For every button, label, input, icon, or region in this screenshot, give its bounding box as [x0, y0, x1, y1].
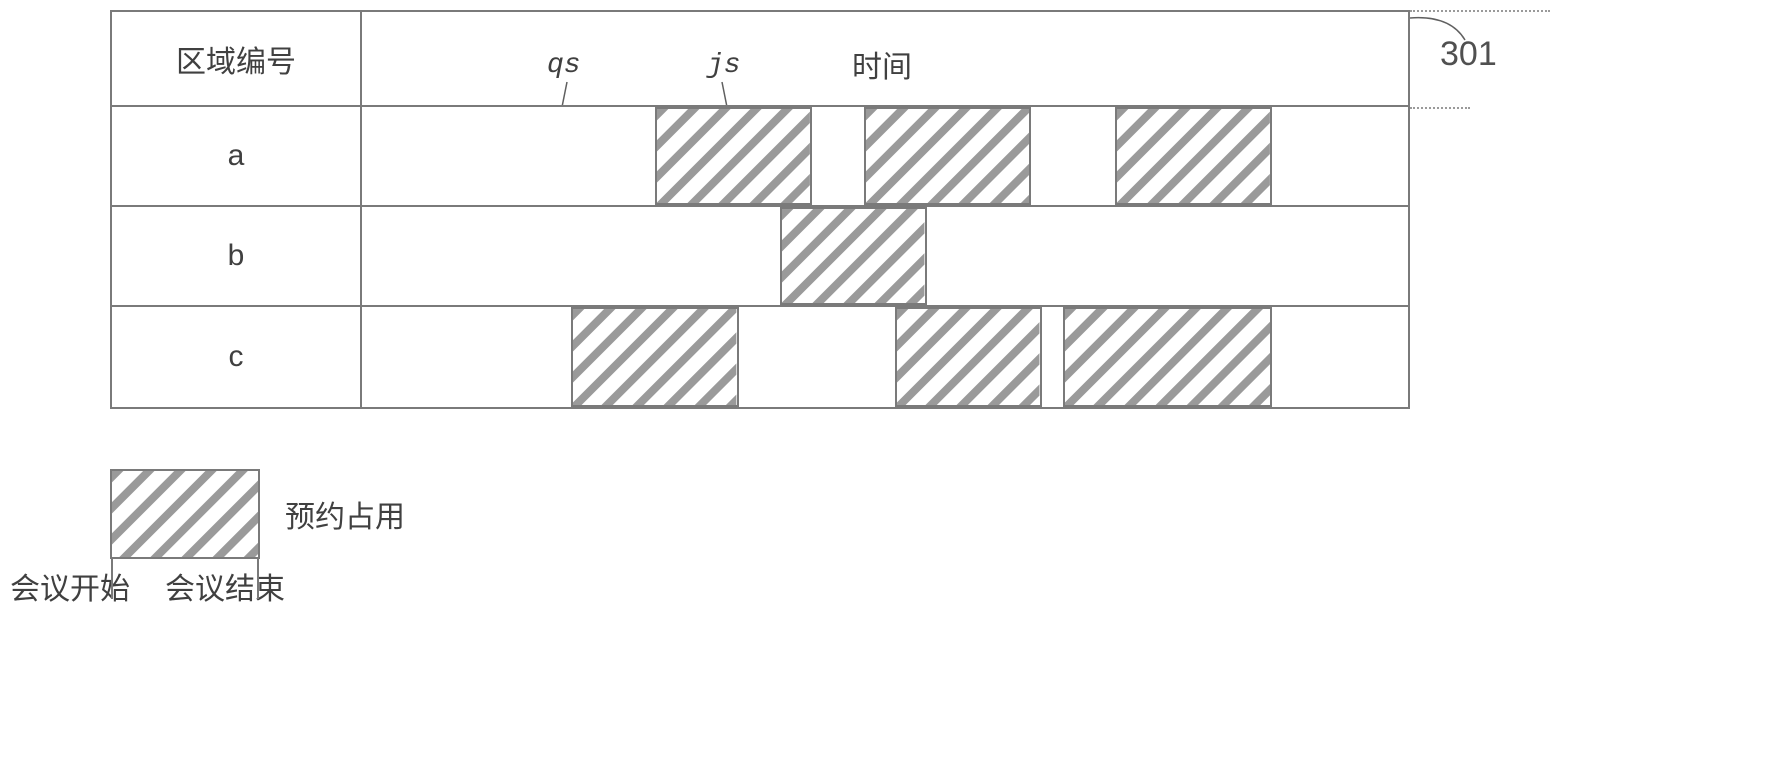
zone-label: a [112, 107, 362, 205]
occupied-block [1115, 107, 1272, 205]
zone-label: c [112, 307, 362, 407]
zone-header: 区域编号 [112, 12, 362, 105]
legend-bottom-labels: 会议开始 会议结束 [10, 564, 1764, 608]
legend: 预约占用 [110, 469, 1764, 559]
time-header-col: qs js 时间 [362, 12, 1408, 105]
occupied-block [895, 307, 1041, 407]
qs-label: qs [547, 50, 581, 81]
js-label: js [707, 50, 741, 81]
timeline [362, 207, 1408, 305]
callout-number: 301 [1440, 35, 1497, 74]
schedule-table: 区域编号 qs js 时间 abc [110, 10, 1410, 409]
timeline [362, 307, 1408, 407]
occupied-block [780, 207, 926, 305]
diagram-container: 区域编号 qs js 时间 abc 301 预约 [10, 10, 1764, 608]
legend-start-label: 会议开始 [10, 564, 140, 608]
table-row: a [112, 107, 1408, 207]
legend-end-label: 会议结束 [140, 564, 310, 608]
table-row: c [112, 307, 1408, 407]
occupied-block [1063, 307, 1272, 407]
table-row: b [112, 207, 1408, 307]
timeline [362, 107, 1408, 205]
occupied-block [655, 107, 812, 205]
occupied-block [864, 107, 1031, 205]
zone-label: b [112, 207, 362, 305]
header-row: 区域编号 qs js 时间 [112, 12, 1408, 107]
occupied-block [571, 307, 738, 407]
legend-occupied-label: 预约占用 [285, 492, 405, 536]
time-header-label: 时间 [852, 42, 912, 86]
legend-swatch [110, 469, 260, 559]
